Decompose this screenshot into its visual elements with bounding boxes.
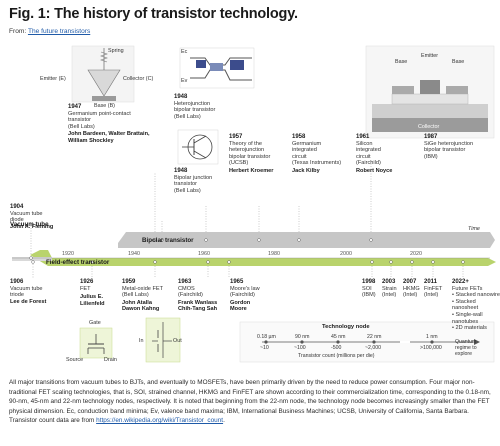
timeline-marker bbox=[461, 260, 465, 264]
connectors-top bbox=[30, 160, 372, 254]
timeline-marker bbox=[389, 260, 393, 264]
timeline-marker bbox=[29, 256, 33, 260]
timeline-marker bbox=[31, 260, 35, 264]
event-2011: 2011 FinFET (Intel) bbox=[424, 279, 443, 299]
point-contact-diagram bbox=[71, 45, 135, 103]
year-1940: 1940 bbox=[128, 251, 140, 257]
label-out: Out bbox=[173, 338, 182, 344]
label-gate: Gate bbox=[89, 320, 101, 326]
label-hbt-base-2: Base bbox=[452, 59, 465, 65]
source-prefix: From: bbox=[9, 28, 28, 35]
label-ec: Ec bbox=[181, 49, 188, 55]
year-2020: 2020 bbox=[410, 251, 422, 257]
label-base: Base (B) bbox=[94, 103, 115, 109]
event-2022: 2022+ Future FETs • Stacked nanowire • St… bbox=[452, 279, 500, 332]
label-hbt-emitter: Emitter bbox=[421, 53, 439, 59]
timeline-marker bbox=[90, 260, 94, 264]
node-45nm: 45 nm bbox=[331, 334, 346, 340]
timeline bbox=[12, 232, 496, 266]
event-1948-hbt: 1948 Heterojunction bipolar transistor (B… bbox=[174, 94, 216, 120]
mosfet-symbol bbox=[79, 327, 113, 359]
event-1998: 1998 SOI (IBM) bbox=[362, 279, 376, 299]
timeline-marker bbox=[227, 260, 231, 264]
bipolar-band bbox=[118, 232, 495, 248]
technology-node-panel bbox=[239, 321, 495, 363]
figure-caption: All major transitions from vacuum tubes … bbox=[9, 378, 493, 426]
event-2003: 2003 Strain (Intel) bbox=[382, 279, 397, 299]
label-emitter: Emitter (E) bbox=[40, 76, 66, 82]
history-diagram bbox=[12, 45, 496, 363]
event-1958: 1958 Germanium integrated circuit (Texas … bbox=[292, 134, 342, 174]
count-2000: ~2,000 bbox=[365, 345, 382, 351]
timeline-marker bbox=[369, 238, 373, 242]
source-link[interactable]: The future transistors bbox=[27, 28, 91, 35]
event-1904: 1904 Vacuum tube diode John A. Fleming bbox=[10, 204, 54, 230]
event-1961: 1961 Silicon integrated circuit (Fairchil… bbox=[356, 134, 393, 174]
event-1906: 1906 Vacuum tube triode Lee de Forest bbox=[10, 279, 47, 305]
label-ev: Ev bbox=[181, 78, 188, 84]
node-018um: 0.18 µm bbox=[257, 334, 276, 340]
quantum-regime-label: Quantum regime to explore bbox=[455, 339, 477, 357]
caption-text: All major transitions from vacuum tubes … bbox=[9, 379, 491, 425]
timeline-marker bbox=[431, 260, 435, 264]
source-line: From: The future transistors bbox=[9, 28, 90, 35]
timeline-marker bbox=[257, 238, 261, 242]
count-axis-label: Transistor count (millions per die) bbox=[298, 353, 375, 359]
cmos-inverter-symbol bbox=[145, 317, 181, 363]
caption-link[interactable]: https://en.wikipedia.org/wiki/Transistor… bbox=[96, 417, 224, 425]
timeline-marker bbox=[410, 260, 414, 264]
timeline-marker bbox=[297, 238, 301, 242]
node-1nm: 1 nm bbox=[426, 334, 438, 340]
connectors-bottom bbox=[32, 264, 464, 278]
tech-node-title: Technology node bbox=[322, 324, 370, 330]
year-1960: 1960 bbox=[198, 251, 210, 257]
event-1965: 1965 Moore's law (Fairchild) Gordon Moore bbox=[230, 279, 260, 313]
event-1963: 1963 CMOS (Fairchild) Frank Wanlass Chih-T… bbox=[178, 279, 218, 313]
timeline-marker bbox=[206, 260, 210, 264]
node-22nm: 22 nm bbox=[367, 334, 382, 340]
label-drain: Drain bbox=[104, 357, 117, 363]
event-1987: 1987 SiGe heterojunction bipolar transist… bbox=[424, 134, 474, 160]
label-collector: Collector (C) bbox=[123, 76, 154, 82]
timeline-marker bbox=[370, 260, 374, 264]
event-2007: 2007 HKMG (Intel) bbox=[403, 279, 420, 299]
event-1959: 1959 Metal-oxide FET (Bell Labs) John Atal… bbox=[122, 279, 164, 313]
label-hbt-collector: Collector bbox=[418, 124, 440, 130]
timeline-marker bbox=[204, 238, 208, 242]
fet-label: Field-effect transistor bbox=[46, 259, 110, 266]
count-10: ~10 bbox=[260, 345, 269, 351]
time-label: Time bbox=[468, 226, 480, 232]
year-2000: 2000 bbox=[340, 251, 352, 257]
timeline-marker bbox=[153, 260, 157, 264]
label-in: In bbox=[139, 338, 144, 344]
event-1926: 1926 FET Julius E. Lilienfeld bbox=[80, 279, 105, 307]
sige-hbt-cross-section bbox=[365, 45, 495, 139]
vacuum-tube-label: Vacuum tube bbox=[10, 221, 49, 228]
figure-title: Fig. 1: The history of transistor techno… bbox=[9, 6, 298, 22]
event-1957: 1957 Theory of the heterojunction bipolar… bbox=[229, 134, 274, 174]
bipolar-label: Bipolar transistor bbox=[142, 237, 194, 244]
timeline-marker bbox=[160, 238, 164, 242]
count-100: ~100 bbox=[294, 345, 306, 351]
count-500: -500 bbox=[331, 345, 342, 351]
event-1948-bjt: 1948 Bipolar junction transistor (Bell La… bbox=[174, 168, 213, 194]
timeline-marker bbox=[153, 238, 157, 242]
node-90nm: 90 nm bbox=[295, 334, 310, 340]
label-hbt-base: Base bbox=[395, 59, 408, 65]
hbt-band-diagram bbox=[179, 47, 255, 89]
year-1920: 1920 bbox=[62, 251, 74, 257]
label-source: Source bbox=[66, 357, 84, 363]
year-1980: 1980 bbox=[268, 251, 280, 257]
label-spring: Spring bbox=[108, 48, 124, 54]
caption-end: . bbox=[223, 417, 225, 425]
count-100000: >100,000 bbox=[420, 345, 442, 351]
bjt-symbol bbox=[177, 129, 219, 165]
event-1947: 1947 Germanium point-contact transistor (… bbox=[68, 104, 150, 144]
